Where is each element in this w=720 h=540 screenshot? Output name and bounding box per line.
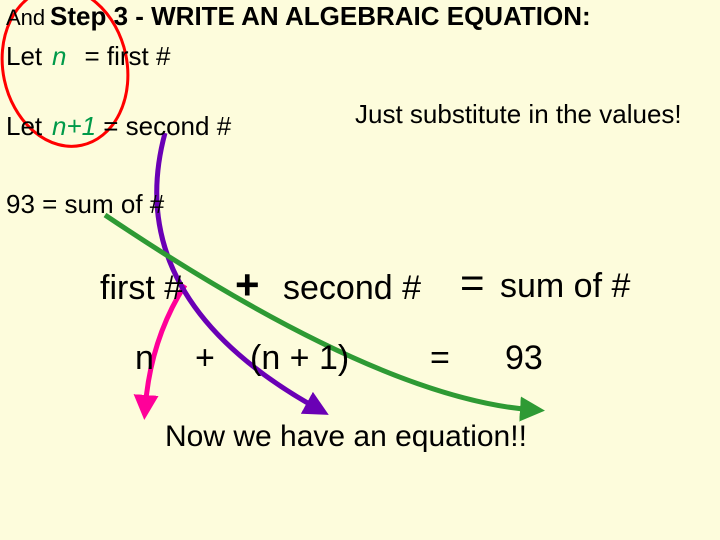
- eq-sumof: sum of #: [500, 268, 630, 305]
- sub-np1: (n + 1): [250, 340, 349, 377]
- let-n-post: = first #: [70, 42, 170, 71]
- step3-title: Step 3 - WRITE AN ALGEBRAIC EQUATION:: [50, 2, 591, 31]
- sub-93: 93: [505, 340, 543, 377]
- eq-eq-big: =: [460, 260, 485, 306]
- substitute-hint: Just substitute in the values!: [355, 100, 682, 129]
- let-n1-pre: Let: [6, 112, 49, 141]
- let-n1-post: = second #: [96, 112, 231, 141]
- eq-plus-big: +: [235, 262, 260, 308]
- variable-n: n: [52, 42, 66, 71]
- slide: And Step 3 - WRITE AN ALGEBRAIC EQUATION…: [0, 0, 720, 540]
- let-n-pre: Let: [6, 42, 49, 71]
- eq-second: second #: [283, 270, 421, 307]
- arrow-right: [105, 215, 535, 410]
- sub-plus: +: [195, 340, 215, 377]
- and-label: And: [6, 6, 45, 30]
- eq-first: first #: [100, 270, 183, 307]
- sub-eq: =: [430, 340, 450, 377]
- variable-n1: n+1: [52, 112, 96, 141]
- now-line: Now we have an equation!!: [165, 420, 527, 453]
- sub-n: n: [135, 340, 154, 377]
- sum-line: 93 = sum of #: [6, 190, 164, 219]
